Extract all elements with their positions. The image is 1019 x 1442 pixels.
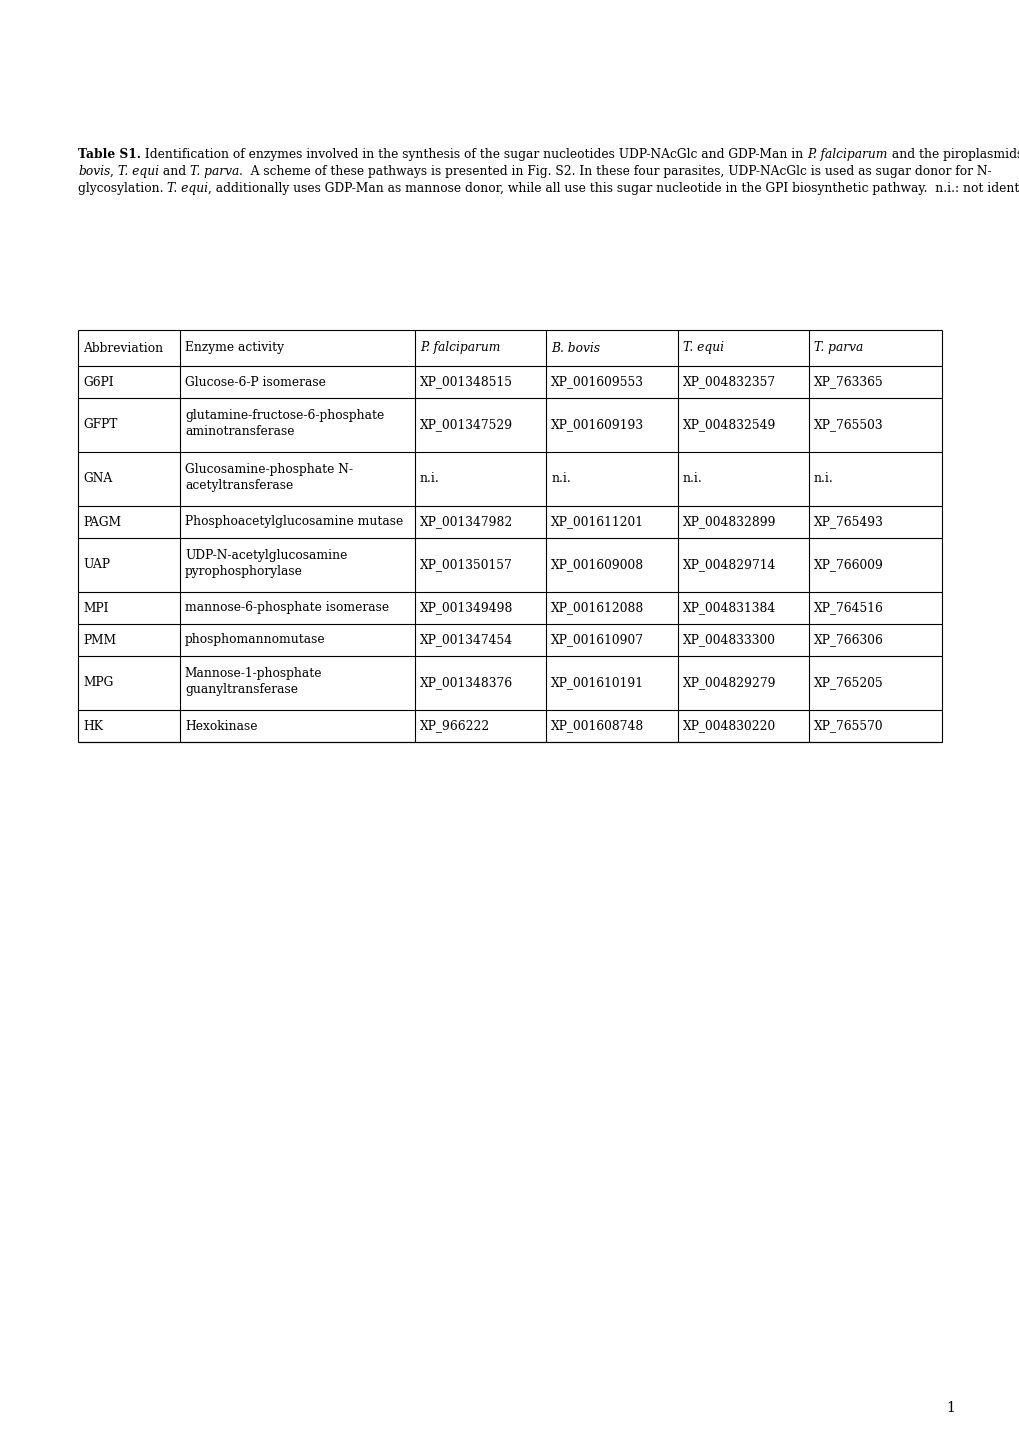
Text: XP_764516: XP_764516	[813, 601, 882, 614]
Text: and the piroplasmids B.: and the piroplasmids B.	[887, 149, 1019, 162]
Text: 1: 1	[946, 1402, 954, 1415]
Text: T. parva: T. parva	[190, 164, 239, 177]
Text: B. bovis: B. bovis	[550, 342, 600, 355]
Text: MPI: MPI	[83, 601, 108, 614]
Text: Table S1.: Table S1.	[77, 149, 141, 162]
Text: Glucosamine-phosphate N-: Glucosamine-phosphate N-	[184, 463, 353, 476]
Text: Phosphoacetylglucosamine mutase: Phosphoacetylglucosamine mutase	[184, 515, 403, 529]
Text: XP_001609553: XP_001609553	[550, 375, 644, 388]
Text: XP_001609008: XP_001609008	[550, 558, 644, 571]
Text: P. falciparum: P. falciparum	[806, 149, 887, 162]
Text: glutamine-fructose-6-phosphate: glutamine-fructose-6-phosphate	[184, 410, 384, 423]
Text: Identification of enzymes involved in the synthesis of the sugar nucleotides UDP: Identification of enzymes involved in th…	[141, 149, 806, 162]
Text: XP_001612088: XP_001612088	[550, 601, 644, 614]
Text: XP_004829279: XP_004829279	[682, 676, 775, 689]
Text: ,: ,	[110, 164, 118, 177]
Text: n.i.: n.i.	[682, 473, 702, 486]
Text: , additionally uses GDP-Man as mannose donor, while all use this sugar nucleotid: , additionally uses GDP-Man as mannose d…	[208, 182, 1019, 195]
Text: XP_004832357: XP_004832357	[682, 375, 775, 388]
Text: pyrophosphorylase: pyrophosphorylase	[184, 565, 303, 578]
Text: XP_001611201: XP_001611201	[550, 515, 644, 529]
Text: P. falciparum: P. falciparum	[420, 342, 500, 355]
Text: T. equi: T. equi	[682, 342, 722, 355]
Text: acetyltransferase: acetyltransferase	[184, 479, 292, 492]
Text: XP_001350157: XP_001350157	[420, 558, 513, 571]
Text: XP_766009: XP_766009	[813, 558, 882, 571]
Text: Enzyme activity: Enzyme activity	[184, 342, 283, 355]
Text: XP_001347982: XP_001347982	[420, 515, 513, 529]
Text: T. parva: T. parva	[813, 342, 862, 355]
Text: bovis: bovis	[77, 164, 110, 177]
Text: n.i.: n.i.	[420, 473, 439, 486]
Text: XP_001348376: XP_001348376	[420, 676, 513, 689]
Text: XP_004831384: XP_004831384	[682, 601, 775, 614]
Text: XP_004833300: XP_004833300	[682, 633, 774, 646]
Text: G6PI: G6PI	[83, 375, 113, 388]
Text: and: and	[159, 164, 190, 177]
Text: glycosylation.: glycosylation.	[77, 182, 167, 195]
Text: XP_001610191: XP_001610191	[550, 676, 644, 689]
Text: XP_004832549: XP_004832549	[682, 418, 775, 431]
Text: XP_001349498: XP_001349498	[420, 601, 513, 614]
Text: n.i.: n.i.	[813, 473, 833, 486]
Text: XP_001608748: XP_001608748	[550, 720, 644, 733]
Text: Abbreviation: Abbreviation	[83, 342, 163, 355]
Text: UAP: UAP	[83, 558, 110, 571]
Text: guanyltransferase: guanyltransferase	[184, 684, 298, 696]
Text: UDP-N-acetylglucosamine: UDP-N-acetylglucosamine	[184, 549, 347, 562]
Text: XP_765570: XP_765570	[813, 720, 882, 733]
Text: .  A scheme of these pathways is presented in Fig. S2. In these four parasites, : . A scheme of these pathways is presente…	[239, 164, 990, 177]
Text: Mannose-1-phosphate: Mannose-1-phosphate	[184, 668, 322, 681]
Text: XP_001347529: XP_001347529	[420, 418, 513, 431]
Text: XP_966222: XP_966222	[420, 720, 490, 733]
Text: XP_001348515: XP_001348515	[420, 375, 513, 388]
Text: MPG: MPG	[83, 676, 113, 689]
Text: HK: HK	[83, 720, 103, 733]
Text: n.i.: n.i.	[550, 473, 571, 486]
Text: XP_765205: XP_765205	[813, 676, 882, 689]
Text: GFPT: GFPT	[83, 418, 117, 431]
Text: XP_763365: XP_763365	[813, 375, 882, 388]
Text: PAGM: PAGM	[83, 515, 121, 529]
Text: Glucose-6-P isomerase: Glucose-6-P isomerase	[184, 375, 325, 388]
Text: aminotransferase: aminotransferase	[184, 425, 294, 438]
Text: XP_004832899: XP_004832899	[682, 515, 775, 529]
Text: PMM: PMM	[83, 633, 116, 646]
Text: XP_766306: XP_766306	[813, 633, 882, 646]
Text: XP_765493: XP_765493	[813, 515, 882, 529]
Text: T. equi: T. equi	[118, 164, 159, 177]
Text: XP_001609193: XP_001609193	[550, 418, 644, 431]
Text: T. equi: T. equi	[167, 182, 208, 195]
Text: GNA: GNA	[83, 473, 112, 486]
Text: XP_001610907: XP_001610907	[550, 633, 644, 646]
Text: Hexokinase: Hexokinase	[184, 720, 257, 733]
Text: XP_765503: XP_765503	[813, 418, 882, 431]
Text: XP_001347454: XP_001347454	[420, 633, 513, 646]
Text: phosphomannomutase: phosphomannomutase	[184, 633, 325, 646]
Text: XP_004830220: XP_004830220	[682, 720, 775, 733]
Text: mannose-6-phosphate isomerase: mannose-6-phosphate isomerase	[184, 601, 388, 614]
Text: XP_004829714: XP_004829714	[682, 558, 775, 571]
